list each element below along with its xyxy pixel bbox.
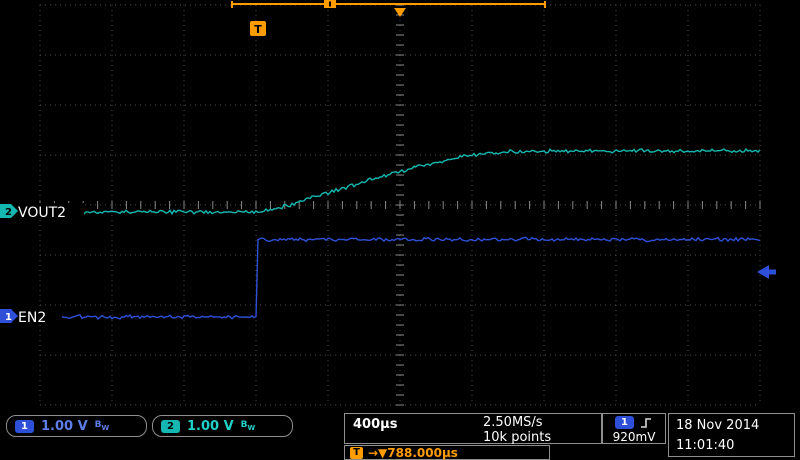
rising-edge-icon <box>641 418 651 428</box>
date-value: 18 Nov 2014 <box>676 418 760 433</box>
ch1-marker-number: 1 <box>5 312 12 323</box>
bandwidth-limit-icon: BW <box>94 419 110 432</box>
ch2-position-marker <box>0 204 18 218</box>
ch1-label-backing <box>16 308 62 325</box>
trigger-t-marker <box>250 21 266 36</box>
trigger-level-value: 920mV <box>612 430 656 444</box>
bw-sub-letter: W <box>247 423 256 432</box>
trigger-t-marker-letter: T <box>254 23 262 36</box>
ch2-scale: 1.00 V <box>187 418 234 434</box>
datetime-readout: 18 Nov 2014 11:01:40 <box>668 413 795 457</box>
ch1-scale: 1.00 V <box>41 418 88 434</box>
ch1-position-marker <box>0 309 18 323</box>
scope-display: VOUT2 EN2 2 1 T <box>0 0 776 406</box>
ch2-waveform-label: VOUT2 <box>18 205 66 221</box>
status-bar: 1 1.00 V BW 2 1.00 V BW 400µs 2.50MS/s 1… <box>0 412 800 460</box>
trigger-position-readout: T →▼788.000µs <box>344 445 550 460</box>
bw-letter: B <box>94 419 102 430</box>
trigger-t-badge: T <box>350 446 363 459</box>
bw-sub-letter: W <box>101 423 110 432</box>
record-view-trigger-marker-slit <box>329 1 331 7</box>
ch1-waveform-label: EN2 <box>18 310 46 326</box>
ch2-marker-number: 2 <box>5 207 12 218</box>
channel-1-badge: 1 <box>615 416 634 429</box>
expansion-point-triangle-icon <box>394 8 406 17</box>
bw-letter: B <box>240 419 248 430</box>
channel-1-badge: 1 <box>15 419 34 433</box>
ch2-readout: 2 1.00 V BW <box>152 415 293 437</box>
trigger-delay-value: →▼788.000µs <box>368 445 458 460</box>
ch1-waveform <box>39 236 761 321</box>
channel-2-badge: 2 <box>161 419 180 433</box>
acquisition-readout: 400µs 2.50MS/s 10k points <box>344 413 602 445</box>
timebase-value: 400µs <box>353 417 398 432</box>
bandwidth-limit-icon: BW <box>240 419 256 432</box>
ch1-readout: 1 1.00 V BW <box>6 415 147 437</box>
trigger-source-readout: 1 920mV <box>602 413 666 444</box>
time-value: 11:01:40 <box>676 438 735 453</box>
trigger-level-arrow <box>757 265 769 279</box>
ch2-label-backing <box>16 203 84 220</box>
trigger-level-arrow-tail <box>769 269 776 275</box>
sample-rate-value: 2.50MS/s <box>483 415 543 430</box>
record-length-value: 10k points <box>483 430 552 445</box>
ch2-waveform <box>39 148 761 216</box>
